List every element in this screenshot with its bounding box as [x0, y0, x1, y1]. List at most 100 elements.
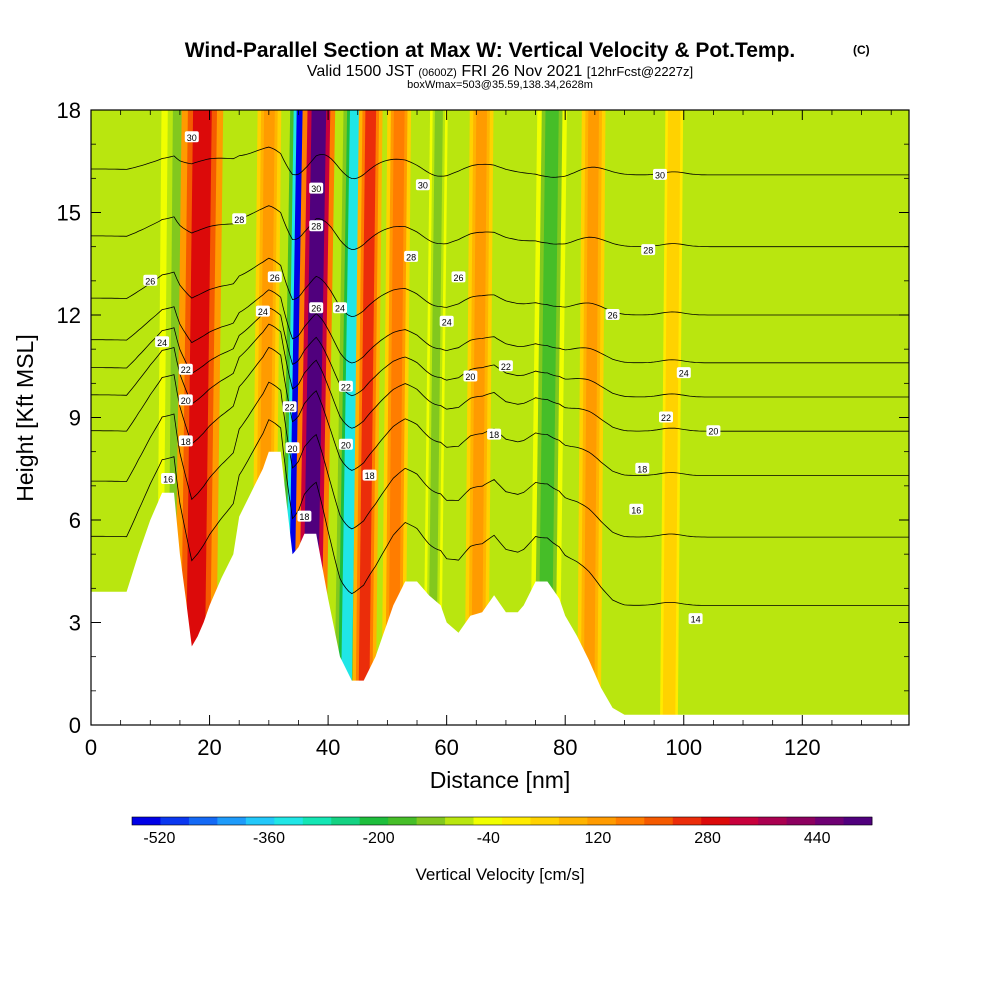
contour-label-text: 30 [418, 181, 428, 191]
contour-label-bg [309, 302, 324, 314]
colorbar-swatch-3 [217, 817, 247, 825]
contour-label-26: 18 [487, 428, 502, 440]
colorbar-swatch-1 [160, 817, 190, 825]
axes: 0 20 40 60 80 100 120 0 3 6 9 12 15 18 [57, 98, 909, 760]
contour-label-bg [404, 250, 419, 262]
contour-label-13: 28 [309, 220, 324, 232]
colorbar: -520 -360 -200 -40 120 280 440 [131, 816, 873, 847]
contour-label-bg [309, 182, 324, 194]
velocity-plume-7-2 [388, 110, 405, 725]
contour-label-bg [184, 131, 199, 143]
contour-label-0: 30 [184, 131, 199, 143]
contour-labels: 30 28 26 24 22 20 18 16 24 26 22 20 30 28 26 24 22 20 18 18… [143, 131, 721, 625]
contour-label-5: 20 [178, 394, 193, 406]
colorbar-swatch-8 [359, 817, 389, 825]
contour-label-25: 22 [498, 360, 513, 372]
y-tick-label: 6 [69, 508, 81, 533]
terrain-mask [91, 451, 909, 725]
contour-label-text: 26 [311, 304, 321, 314]
contour-label-text: 24 [258, 307, 268, 317]
contour-label-28: 28 [641, 244, 656, 256]
x-tick-label: 60 [434, 735, 458, 760]
contour-label-24: 20 [463, 370, 478, 382]
contour-label-text: 16 [631, 505, 641, 515]
y-tick-label: 9 [69, 406, 81, 431]
contour-label-text: 20 [181, 396, 191, 406]
contour-label-text: 22 [661, 413, 671, 423]
contour-label-bg [178, 435, 193, 447]
x-tick-label: 100 [665, 735, 702, 760]
contour-label-bg [659, 411, 673, 423]
colorbar-tick-label: -520 [143, 830, 175, 847]
contour-label-16: 22 [338, 380, 353, 392]
colorbar-swatch-14 [530, 817, 560, 825]
contour-label-text: 28 [234, 215, 244, 225]
contour-label-3: 24 [155, 336, 170, 348]
contour-label-15: 24 [333, 302, 347, 314]
contour-label-text: 18 [299, 512, 309, 522]
contour-label-32: 20 [706, 425, 721, 437]
x-tick-label: 40 [316, 735, 340, 760]
y-tick-label: 12 [57, 303, 81, 328]
colorbar-swatch-21 [729, 817, 759, 825]
theta-contour-16 [91, 381, 909, 538]
colorbar-swatch-22 [758, 817, 788, 825]
contour-label-20: 30 [415, 179, 430, 191]
velocity-plume-8-2 [427, 110, 443, 725]
contour-label-bg [143, 274, 158, 286]
contour-label-text: 20 [341, 440, 351, 450]
contour-label-11: 20 [285, 442, 300, 454]
colorbar-swatch-10 [416, 817, 446, 825]
contour-label-text: 22 [341, 382, 351, 392]
contour-label-34: 16 [629, 503, 644, 515]
contour-label-bg [178, 363, 193, 375]
colorbar-swatch-23 [786, 817, 816, 825]
contour-label-bg [255, 305, 270, 317]
contour-label-text: 30 [187, 133, 197, 143]
contour-label-text: 18 [637, 464, 647, 474]
colorbar-swatch-15 [558, 817, 588, 825]
subtitle-forecast: [12hrFcst@2227z] [587, 64, 693, 79]
contour-label-text: 26 [145, 276, 155, 286]
colorbar-swatch-5 [274, 817, 304, 825]
contour-label-bg [333, 302, 347, 314]
subtitle-utc: (0600Z) [418, 67, 457, 79]
y-axis-label: Height [Kft MSL] [12, 334, 38, 501]
y-tick-label: 15 [57, 201, 81, 226]
theta-contour-28 [91, 205, 909, 250]
contour-label-bg [629, 503, 644, 515]
velocity-plume-11-2 [583, 110, 599, 725]
theta-contour-20 [91, 323, 909, 432]
contour-label-text: 20 [708, 427, 718, 437]
contour-label-27: 30 [653, 168, 667, 180]
contour-label-text: 16 [163, 475, 173, 485]
contour-label-21: 28 [404, 250, 419, 262]
velocity-plume-1-2 [185, 110, 212, 725]
velocity-plume-6-2 [358, 110, 377, 725]
contour-label-text: 24 [679, 369, 689, 379]
contour-label-4: 22 [178, 363, 193, 375]
colorbar-swatch-19 [672, 817, 702, 825]
contour-label-18: 18 [297, 510, 312, 522]
contour-label-text: 24 [442, 317, 452, 327]
theta-contour-30 [91, 146, 909, 180]
x-tick-label: 0 [85, 735, 97, 760]
contour-label-bg [635, 462, 650, 474]
colorbar-tick-label: 440 [804, 830, 831, 847]
colorbar-tick-label: -40 [477, 830, 500, 847]
box-info: boxWmax=503@35.59,138.34,2628m [407, 79, 593, 91]
contour-label-1: 28 [232, 213, 247, 225]
contour-label-2: 26 [143, 274, 158, 286]
colorbar-swatch-18 [644, 817, 674, 825]
contour-label-bg [487, 428, 502, 440]
contour-label-bg [282, 401, 297, 413]
contour-label-bg [706, 425, 721, 437]
contour-label-bg [676, 367, 691, 379]
contour-label-30: 24 [676, 367, 691, 379]
contour-label-text: 24 [157, 338, 167, 348]
contour-label-bg [415, 179, 430, 191]
contour-label-text: 28 [311, 222, 321, 232]
contour-label-bg [267, 271, 282, 283]
contour-label-bg [463, 370, 478, 382]
colorbar-tick-label: -360 [253, 830, 285, 847]
